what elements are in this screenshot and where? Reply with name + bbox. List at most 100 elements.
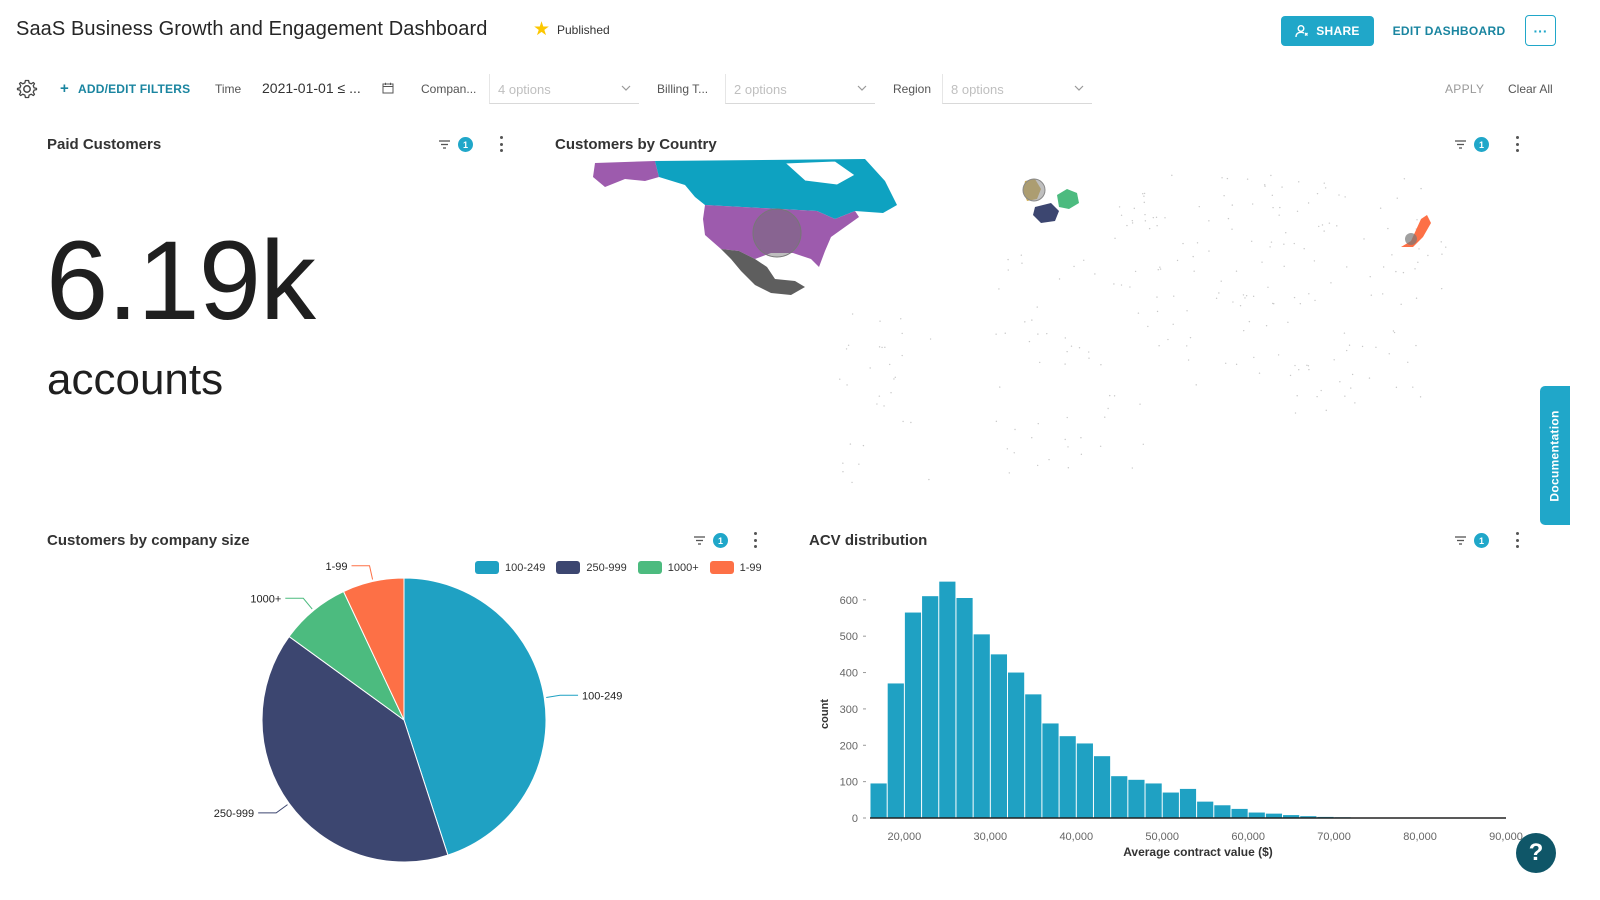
filter-icon xyxy=(1455,536,1466,545)
map-outline-dot xyxy=(902,420,904,423)
map-outline-dot xyxy=(1028,340,1031,343)
country-shape-france[interactable] xyxy=(1033,203,1059,223)
histogram-bar[interactable] xyxy=(1265,813,1283,818)
histogram-bar[interactable] xyxy=(1145,783,1162,818)
map-outline-dot xyxy=(1348,344,1351,346)
uk-bubble[interactable] xyxy=(1022,178,1046,202)
paid-customers-filter-indicator[interactable]: 1 xyxy=(438,137,473,152)
published-status[interactable]: Published xyxy=(557,23,610,37)
documentation-tab[interactable]: Documentation xyxy=(1540,386,1570,525)
billing-filter-label: Billing T... xyxy=(657,82,709,96)
map-outline-dot xyxy=(1293,296,1296,299)
map-outline-dot xyxy=(1227,217,1230,220)
acv-filter-indicator[interactable]: 1 xyxy=(1454,533,1489,548)
country-filter-indicator[interactable]: 1 xyxy=(1454,137,1489,152)
map-outline-dot xyxy=(1036,464,1039,467)
country-shape-canada-islands[interactable] xyxy=(783,160,856,186)
calendar-icon[interactable] xyxy=(382,82,394,94)
add-edit-filters-button[interactable]: + ADD/EDIT FILTERS xyxy=(60,81,190,96)
map-outline-dot xyxy=(1021,262,1023,264)
more-options-button[interactable]: ··· xyxy=(1525,15,1556,46)
time-filter-value[interactable]: 2021-01-01 ≤ ... xyxy=(262,80,361,96)
legend-swatch xyxy=(709,561,734,574)
map-outline-dot xyxy=(910,421,912,424)
map-outline-dot xyxy=(1412,386,1414,388)
histogram-bar[interactable] xyxy=(1076,743,1093,818)
clear-all-button[interactable]: Clear All xyxy=(1508,82,1553,96)
map-outline-dot xyxy=(1381,293,1384,295)
edit-dashboard-button[interactable]: EDIT DASHBOARD xyxy=(1392,24,1506,38)
histogram-bar[interactable] xyxy=(990,654,1008,818)
company-size-pie-chart[interactable]: 100-249 250-999 1000+ 1-99 xyxy=(180,555,780,875)
histogram-bar[interactable] xyxy=(1042,723,1059,818)
share-button[interactable]: SHARE xyxy=(1281,16,1374,46)
histogram-bar[interactable] xyxy=(1111,776,1128,818)
billing-filter-select[interactable]: 2 options xyxy=(725,74,875,104)
map-outline-dot xyxy=(1445,246,1447,248)
map-outline-dot xyxy=(1143,192,1146,195)
histogram-bar[interactable] xyxy=(904,612,922,818)
company-size-filter-indicator[interactable]: 1 xyxy=(693,533,728,548)
legend-item-1000-plus[interactable]: 1000+ xyxy=(637,561,699,574)
legend-item-100-249[interactable]: 100-249 xyxy=(475,561,545,574)
help-button[interactable]: ? xyxy=(1516,833,1556,873)
map-outline-dot xyxy=(1419,396,1422,398)
map-outline-dot xyxy=(1395,386,1398,389)
histogram-bar[interactable] xyxy=(1300,816,1317,818)
country-shape-japan[interactable] xyxy=(1401,215,1431,247)
histogram-bar[interactable] xyxy=(1231,808,1248,818)
histogram-bar[interactable] xyxy=(973,634,990,818)
japan-bubble[interactable] xyxy=(1405,233,1417,245)
histogram-bar[interactable] xyxy=(939,581,956,818)
histogram-bar[interactable] xyxy=(870,783,887,818)
pie-slice-250-999[interactable] xyxy=(261,635,449,863)
acv-distribution-title: ACV distribution xyxy=(809,532,928,549)
histogram-bar[interactable] xyxy=(1197,801,1214,818)
acv-menu-icon[interactable] xyxy=(1514,532,1520,548)
pie-slice-100-249[interactable] xyxy=(403,577,547,856)
country-shape-usa[interactable] xyxy=(703,205,859,267)
map-outline-dot xyxy=(1007,258,1009,261)
map-outline-dot xyxy=(1036,306,1038,308)
histogram-bar[interactable] xyxy=(1025,694,1042,818)
histogram-bar[interactable] xyxy=(1283,815,1300,818)
histogram-bar[interactable] xyxy=(1214,805,1231,818)
map-outline-dot xyxy=(1299,302,1302,305)
company-filter-select[interactable]: 4 options xyxy=(489,74,639,104)
legend-item-250-999[interactable]: 250-999 xyxy=(556,561,627,574)
country-shape-germany[interactable] xyxy=(1057,189,1079,209)
histogram-bar[interactable] xyxy=(1179,788,1197,818)
histogram-bar[interactable] xyxy=(922,596,939,818)
map-outline-dot xyxy=(839,378,841,380)
company-size-menu-icon[interactable] xyxy=(752,532,758,548)
usa-bubble[interactable] xyxy=(752,208,802,258)
gear-icon[interactable] xyxy=(16,78,38,100)
legend-item-1-99[interactable]: 1-99 xyxy=(709,561,762,574)
histogram-bar[interactable] xyxy=(1128,779,1145,818)
histogram-bar[interactable] xyxy=(1248,812,1265,818)
map-outline-dot xyxy=(1264,185,1266,187)
map-outline-dot xyxy=(1155,216,1158,219)
map-outline-dot xyxy=(1296,210,1299,212)
favorite-star-icon[interactable]: ★ xyxy=(533,19,551,40)
map-outline-dot xyxy=(1336,225,1338,227)
map-outline-dot xyxy=(889,363,891,366)
region-filter-select[interactable]: 8 options xyxy=(942,74,1092,104)
country-menu-icon[interactable] xyxy=(1514,136,1520,152)
apply-filters-button[interactable]: APPLY xyxy=(1445,82,1485,96)
country-shape-mexico[interactable] xyxy=(721,249,805,295)
histogram-bar[interactable] xyxy=(887,683,904,818)
map-outline-dot xyxy=(1407,361,1409,363)
world-map[interactable] xyxy=(555,155,1535,495)
acv-histogram[interactable]: 0 100 200 300 400 500 600 20,000 30,000 40,000 50,… xyxy=(800,570,1540,870)
histogram-bar[interactable] xyxy=(956,598,973,818)
histogram-bar[interactable] xyxy=(1059,736,1076,818)
map-outline-dot xyxy=(1250,240,1253,242)
pie-slice-1-99[interactable] xyxy=(342,577,405,721)
paid-customers-menu-icon[interactable] xyxy=(498,136,504,152)
country-shape-alaska[interactable] xyxy=(593,161,659,187)
histogram-bar[interactable] xyxy=(1093,756,1111,818)
legend-label: 1000+ xyxy=(667,561,699,574)
histogram-bar[interactable] xyxy=(1162,792,1179,818)
histogram-bar[interactable] xyxy=(1008,672,1025,818)
